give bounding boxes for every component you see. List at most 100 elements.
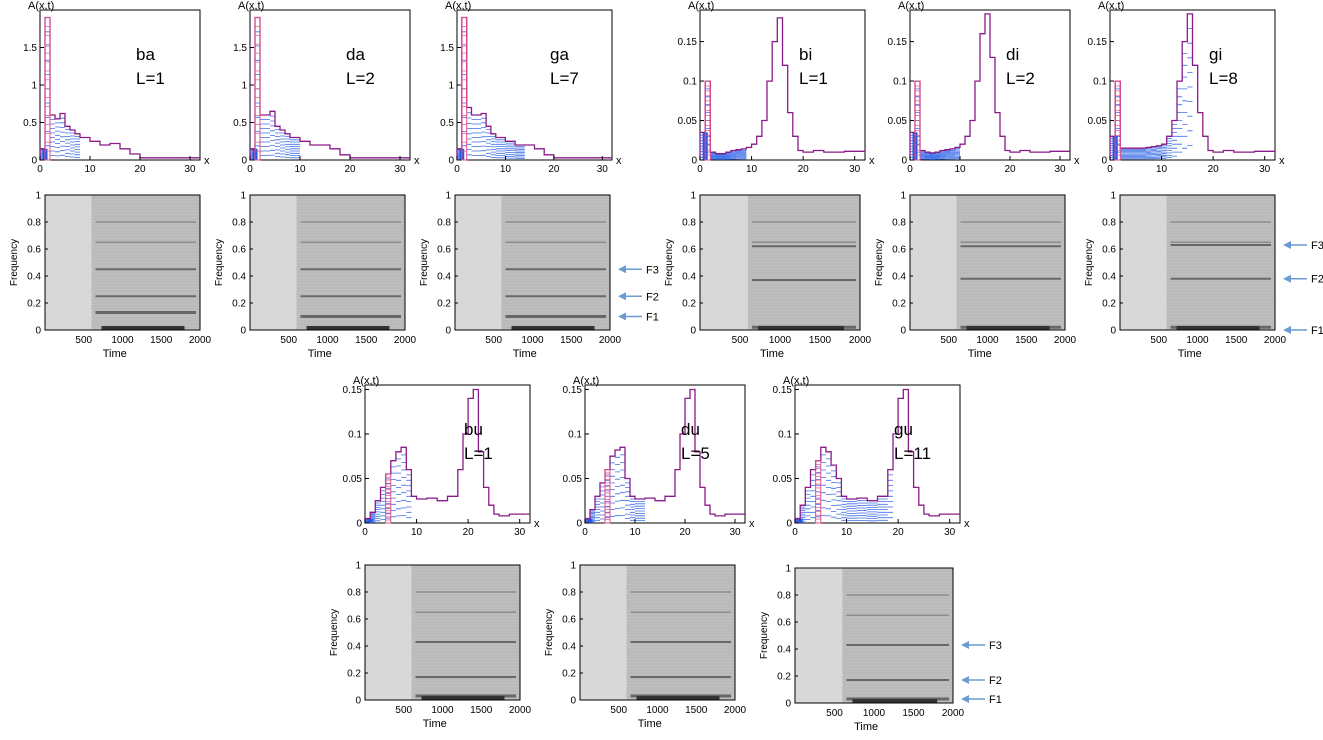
y-tick-label: 1 [355, 561, 361, 572]
histogram-xlabel: x [534, 518, 540, 530]
spectrogram-axes [699, 194, 861, 331]
histogram-axes-gi [1109, 9, 1276, 161]
spectrogram-xlabel: Time [1178, 348, 1202, 360]
y-tick-label: 0.05 [888, 116, 908, 127]
y-tick-label: 0.8 [777, 591, 791, 602]
y-tick-label: 0 [356, 519, 362, 530]
level-label: L=11 [894, 444, 931, 463]
x-tick-label: 10 [84, 164, 96, 175]
x-tick-label: 1000 [111, 335, 134, 346]
x-tick-label: 500 [826, 708, 843, 719]
x-tick-label: 500 [940, 335, 957, 346]
x-tick-label: 20 [548, 164, 560, 175]
histogram-panel-ba: 0 10 20 30 0 0.5 1 1.5 A(x,t) x ba L=1 [23, 0, 210, 175]
y-tick-label: 0.8 [682, 218, 696, 229]
x-tick-label: 2000 [189, 335, 212, 346]
low-frequency-band [1176, 325, 1260, 330]
x-tick-label: 1500 [355, 335, 378, 346]
x-tick-label: 10 [411, 527, 423, 538]
x-tick-label: 30 [394, 164, 406, 175]
y-tick-label: 0.8 [892, 218, 906, 229]
y-tick-label: 0.5 [23, 118, 37, 129]
evolution-fill-block [587, 518, 593, 523]
y-tick-label: 1 [570, 561, 576, 572]
y-tick-label: 0.4 [347, 642, 361, 653]
y-tick-label: 0 [690, 326, 696, 337]
y-tick-label: 1.5 [440, 43, 454, 54]
histogram-series-line [699, 17, 865, 160]
histogram-ylabel: A(x,t) [445, 0, 471, 12]
histogram-ylabel: A(x,t) [1098, 0, 1124, 12]
x-tick-label: 2000 [724, 705, 747, 716]
y-tick-label: 1.5 [23, 43, 37, 54]
spectrogram-ylabel: Frequency [664, 239, 675, 286]
y-tick-label: 0.2 [682, 299, 696, 310]
evolution-stack-bi [700, 80, 747, 160]
spectrogram-axes [1119, 194, 1276, 331]
arrow-head [1283, 240, 1291, 249]
y-tick-label: 0 [576, 519, 582, 530]
syllable-label: gu [894, 420, 913, 439]
x-tick-label: 30 [184, 164, 196, 175]
syllable-label: du [681, 420, 700, 439]
arrow-head [961, 694, 969, 703]
arrow-head [1283, 274, 1291, 283]
evolution-step-line [457, 131, 525, 159]
y-tick-label: 0 [570, 696, 576, 707]
y-tick-label: 0 [240, 326, 246, 337]
histogram-series-line [456, 16, 612, 160]
low-frequency-band [966, 325, 1050, 330]
level-label: L=1 [136, 69, 165, 88]
x-tick-label: 500 [395, 705, 412, 716]
spectrogram-ylabel: Frequency [1084, 239, 1095, 286]
x-tick-label: 0 [454, 164, 460, 175]
histogram-xlabel: x [749, 518, 755, 530]
y-tick-label: 1 [31, 81, 37, 92]
evolution-step-line [795, 499, 893, 523]
spectrogram-xlabel: Time [638, 718, 662, 730]
low-frequency-band [852, 698, 938, 703]
histogram-series-line [909, 13, 1070, 160]
x-tick-label: 1500 [560, 335, 583, 346]
y-tick-label: 0.15 [773, 385, 793, 396]
evolution-stack-bu [365, 446, 412, 523]
x-tick-label: 30 [514, 527, 526, 538]
y-tick-label: 0.1 [348, 429, 362, 440]
spectrogram-ylabel: Frequency [9, 239, 20, 286]
evolution-step-line [457, 59, 525, 153]
x-tick-label: 30 [729, 527, 741, 538]
spectrogram-voiced-region [501, 195, 610, 330]
x-tick-label: 0 [792, 527, 798, 538]
y-tick-label: 0.05 [678, 116, 698, 127]
x-tick-label: 1500 [685, 705, 708, 716]
y-tick-label: 0.4 [892, 272, 906, 283]
y-tick-label: 0.6 [27, 245, 41, 256]
y-tick-label: 1 [241, 81, 247, 92]
low-frequency-band [636, 695, 720, 700]
x-tick-label: 30 [944, 527, 956, 538]
spectrogram-ylabel: Frequency [759, 612, 770, 659]
histogram-panel-bu: 0 10 20 30 0 0.05 0.1 0.15A(x,t) x bu L=1 [343, 375, 540, 538]
spectrogram-xlabel: Time [760, 348, 784, 360]
x-tick-label: 10 [629, 527, 641, 538]
evolution-step-line [40, 17, 80, 150]
spectrogram-voiced-region [296, 195, 405, 330]
spectrogram-axes [794, 567, 954, 704]
spectrogram-axes [454, 194, 611, 331]
histogram-panel-gu: 0 10 20 30 0 0.05 0.1 0.15A(x,t) x gu L=11 [773, 375, 970, 538]
syllable-label: di [1006, 45, 1019, 64]
y-tick-label: 0 [355, 696, 361, 707]
y-tick-label: 0.2 [892, 299, 906, 310]
syllable-label: gi [1209, 45, 1222, 64]
x-tick-label: 30 [1259, 164, 1271, 175]
histogram-series-line [39, 16, 200, 160]
evolution-step-line [457, 74, 525, 154]
x-tick-label: 1500 [1015, 335, 1038, 346]
peak-outline [604, 469, 611, 524]
syllable-label: da [346, 45, 365, 64]
y-tick-label: 0 [900, 326, 906, 337]
arrow-head [618, 312, 626, 321]
histogram-xlabel: x [204, 155, 210, 167]
y-tick-label: 0.15 [678, 37, 698, 48]
spectrogram-panel-du: 500 1000 1500 2000 0 0.2 0.4 0.6 0.8 1 Frequency Ti… [544, 561, 747, 731]
